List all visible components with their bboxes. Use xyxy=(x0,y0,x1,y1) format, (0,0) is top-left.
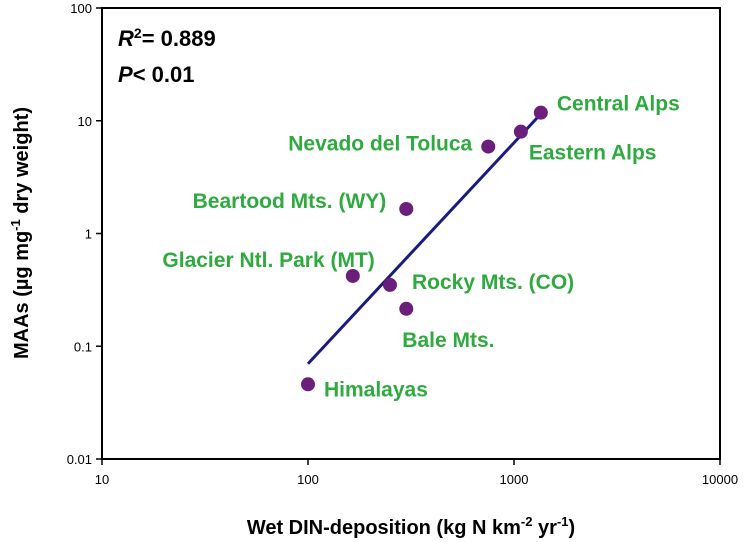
point-label: Glacier Ntl. Park (MT) xyxy=(162,249,374,272)
data-point xyxy=(513,124,528,139)
x-tick-label: 100 xyxy=(297,472,319,487)
x-tick-label: 10 xyxy=(95,472,109,487)
y-axis-title: MAAs (µg mg-1 dry weight) xyxy=(8,107,33,359)
point-label: Himalayas xyxy=(324,378,428,401)
point-label: Nevado del Toluca xyxy=(288,133,472,156)
data-point xyxy=(399,301,414,316)
r-squared-annotation: R2= 0.889 xyxy=(118,25,216,51)
data-point xyxy=(382,277,397,292)
plot-area xyxy=(101,7,721,460)
point-label: Eastern Alps xyxy=(529,142,657,165)
point-label: Bale Mts. xyxy=(402,329,494,352)
data-point xyxy=(481,139,496,154)
x-axis-title: Wet DIN-deposition (kg N km-2 yr-1) xyxy=(247,514,575,539)
data-point xyxy=(345,268,360,283)
y-tick-label: 0.1 xyxy=(74,339,92,354)
y-tick-label: 1 xyxy=(85,227,92,242)
data-point xyxy=(533,105,548,120)
data-point xyxy=(399,201,414,216)
y-tick-label: 100 xyxy=(70,1,92,16)
x-tick-label: 1000 xyxy=(500,472,529,487)
point-label: Beartood Mts. (WY) xyxy=(193,190,387,213)
point-label: Rocky Mts. (CO) xyxy=(412,271,574,294)
regression-line xyxy=(306,112,542,365)
p-value-annotation: P< 0.01 xyxy=(118,62,194,87)
y-tick-label: 10 xyxy=(78,114,92,129)
y-tick-label: 0.01 xyxy=(67,452,92,467)
x-tick-label: 10000 xyxy=(702,472,738,487)
point-label: Central Alps xyxy=(557,93,680,116)
data-point xyxy=(301,377,315,392)
